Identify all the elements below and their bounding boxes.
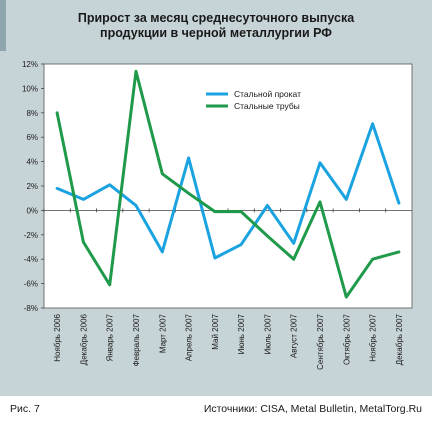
x-tick-label: Август 2007 [290, 313, 299, 358]
y-tick-label: -8% [24, 304, 38, 313]
x-tick-label: Февраль 2007 [132, 313, 141, 366]
y-tick-label: 10% [22, 84, 38, 93]
y-tick-label: 8% [26, 109, 38, 118]
title-accent [0, 0, 6, 51]
legend-label-2: Стальные трубы [234, 101, 300, 111]
y-tick-label: -2% [24, 231, 38, 240]
x-tick-label: Декабрь 2007 [395, 313, 404, 365]
y-tick-label: 6% [26, 133, 38, 142]
title-bar: Прирост за месяц среднесуточного выпуска… [0, 0, 432, 51]
x-tick-label: Март 2007 [158, 313, 167, 353]
figure-label: Рис. 7 [10, 403, 40, 415]
y-tick-label: 4% [26, 158, 38, 167]
source-note: Источники: CISA, Metal Bulletin, MetalTo… [203, 403, 422, 415]
x-tick-label: Декабрь 2006 [79, 313, 88, 365]
y-tick-label: 12% [22, 60, 38, 69]
footer: Рис. 7 Источники: CISA, Metal Bulletin, … [0, 396, 432, 421]
legend-label-1: Стальной прокат [234, 89, 301, 99]
y-tick-label: -6% [24, 280, 38, 289]
x-tick-label: Октябрь 2007 [342, 313, 351, 365]
x-tick-label: Июль 2007 [263, 313, 272, 354]
y-tick-label: -4% [24, 255, 38, 264]
x-tick-label: Сентябрь 2007 [316, 313, 325, 369]
x-tick-label: Май 2007 [211, 313, 220, 349]
x-tick-label: Ноябрь 2007 [369, 313, 378, 361]
series-line-2 [55, 69, 401, 299]
x-tick-label: Январь 2007 [106, 313, 115, 361]
plot-area [43, 63, 413, 309]
line-chart: -8% -6% -4% -2% 0% 2% 4% 6% 8% 10% 12% Ноябрь 2006 Д… [22, 60, 413, 370]
x-tick-label: Апрель 2007 [185, 313, 194, 361]
series-line-1 [55, 122, 401, 260]
y-tick-label: 0% [26, 206, 38, 215]
chart-title: Прирост за месяц среднесуточного выпуска… [77, 10, 355, 40]
y-tick-label: 2% [26, 182, 38, 191]
x-tick-label: Июнь 2007 [237, 313, 246, 354]
x-tick-label: Ноябрь 2006 [53, 313, 62, 361]
